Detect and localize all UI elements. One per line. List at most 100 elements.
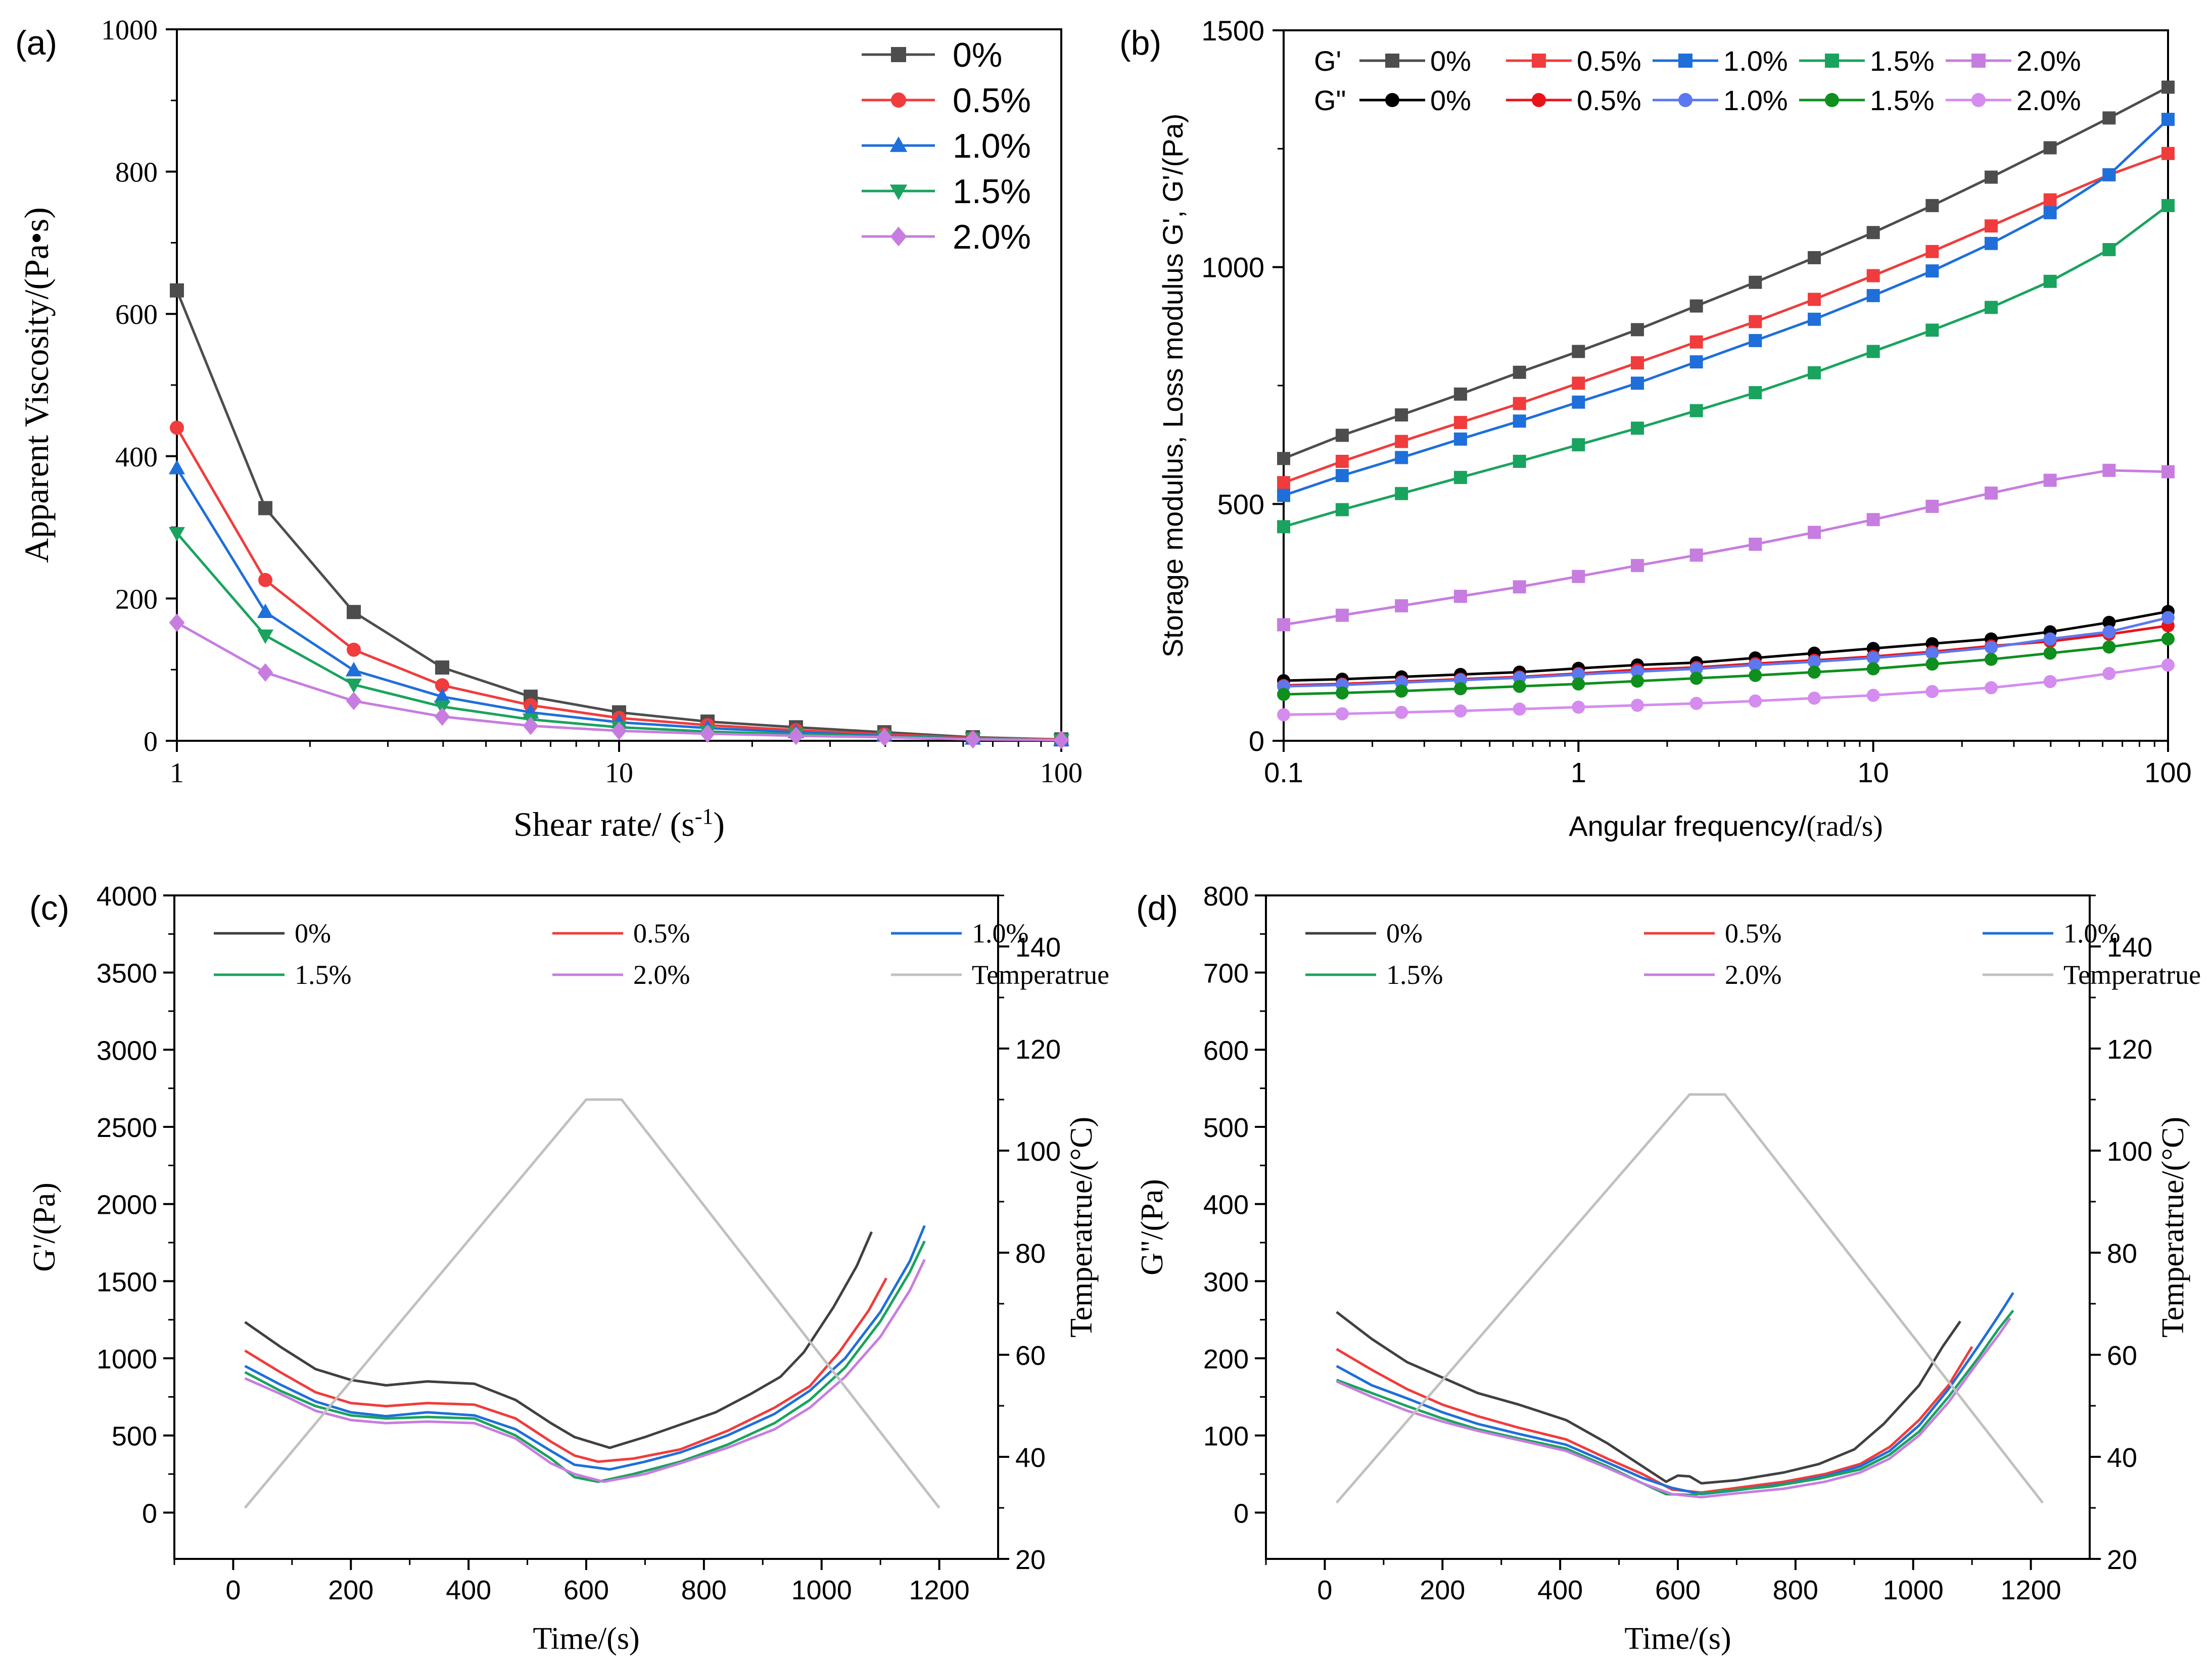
data-point [1513,680,1526,693]
y-axis-label: G'/(Pa) [27,1182,62,1271]
data-point [2102,667,2116,680]
data-point [1998,1335,1999,1336]
legend-item: 1.0% [1653,45,1788,77]
data-point [2102,615,2116,629]
data-point [574,1477,575,1478]
x-axis-label-close: ) [713,805,725,843]
legend-row-label: G" [1314,84,1346,116]
data-point [1453,387,1467,401]
data-point [257,663,273,682]
data-point [1808,691,1821,705]
data-point [1985,170,1998,184]
series-line [1336,1311,1961,1485]
legend-label: 0.5% [1577,45,1641,77]
data-point [1631,323,1644,337]
data-point [1453,682,1467,695]
series-line [1336,1346,1973,1494]
data-point [1925,245,1939,258]
data-point [1513,702,1526,716]
data-point [1335,469,1349,483]
x-tick-label: 1200 [2001,1575,2061,1605]
data-point [1689,355,1703,369]
series-line [1283,152,2169,484]
series-Temperatrue [1335,1093,2044,1504]
data-point [346,691,362,710]
data-point [1866,345,1880,358]
data-point [347,605,361,620]
y-right-tick-label: 60 [1015,1341,1046,1371]
data-point [1689,548,1703,562]
data-point [1866,662,1880,676]
x-tick-label: 100 [2144,756,2191,788]
data-point [2161,199,2175,212]
series-line [1283,204,2169,528]
data-point [170,420,184,435]
x-axis-label-text: Shear rate/ (s [513,805,695,843]
data-point [1749,538,1762,551]
y-tick-label: 600 [1203,1035,1249,1066]
data-point [1572,376,1585,390]
series-line [1283,610,2169,682]
data-point [1925,500,1939,513]
data-point [1866,289,1880,302]
data-point [258,573,273,587]
series-0% [1336,1311,1961,1485]
legend-label: 1.0% [972,918,1028,948]
y-right-tick-label: 20 [1015,1545,1046,1575]
y-tick-label: 1000 [1201,252,1264,283]
series-1.0% [168,459,1070,746]
data-point [434,688,451,703]
y-tick-label: 1000 [97,1344,157,1374]
legend-item: 0.5% [862,81,1031,120]
data-point [1783,1472,1784,1473]
data-point [2161,632,2175,646]
data-point [345,661,362,677]
legend-marker [1385,54,1399,68]
legend-item: 2.0% [1644,960,1781,990]
series-line [1283,638,2169,696]
data-point [1866,689,1880,702]
series-line [244,1259,926,1483]
data-point [435,678,449,693]
series-line [1336,1317,2011,1499]
panel-c: (c)0500100015002000250030003500400020406… [27,881,1109,1656]
data-point [1808,526,1821,539]
y-right-tick-label: 140 [1015,932,1061,963]
legend-label: 0% [1430,84,1471,116]
legend-item: 0.5% [552,918,690,948]
data-point [574,1455,575,1456]
legend-marker [889,136,908,152]
data-point [1689,1476,1690,1477]
data-point [774,1413,775,1414]
data-point [1925,323,1939,337]
data-point [2102,111,2116,125]
data-point [258,501,273,515]
y-tick-label: 0 [144,726,158,757]
x-tick-label: 1 [170,757,184,789]
data-point [1701,1483,1702,1484]
legend-label: 1.5% [1386,960,1443,990]
data-point [727,1435,728,1436]
data-point [780,1376,781,1377]
legend-label: 0% [1430,45,1471,77]
legend-label: 1.5% [295,960,351,990]
legend-item: 0.5% [1506,84,1641,116]
data-point [1689,1094,1690,1095]
panel-label: (a) [15,24,57,62]
legend-item: 0.5% [1644,918,1781,948]
data-point [2161,113,2175,126]
data-point [169,613,185,632]
series-1.5% [244,1240,926,1483]
y-tick-label: 4000 [97,881,157,912]
data-point [1866,226,1880,240]
y-tick-label: 800 [1203,881,1249,912]
legend-marker [1678,54,1692,68]
data-point [2161,658,2175,672]
legend-marker [890,226,907,247]
data-point [1985,652,1998,666]
y-tick-label: 400 [1203,1190,1249,1220]
panel-label: (b) [1119,24,1161,62]
data-point [1277,618,1290,632]
data-point [1808,312,1821,326]
